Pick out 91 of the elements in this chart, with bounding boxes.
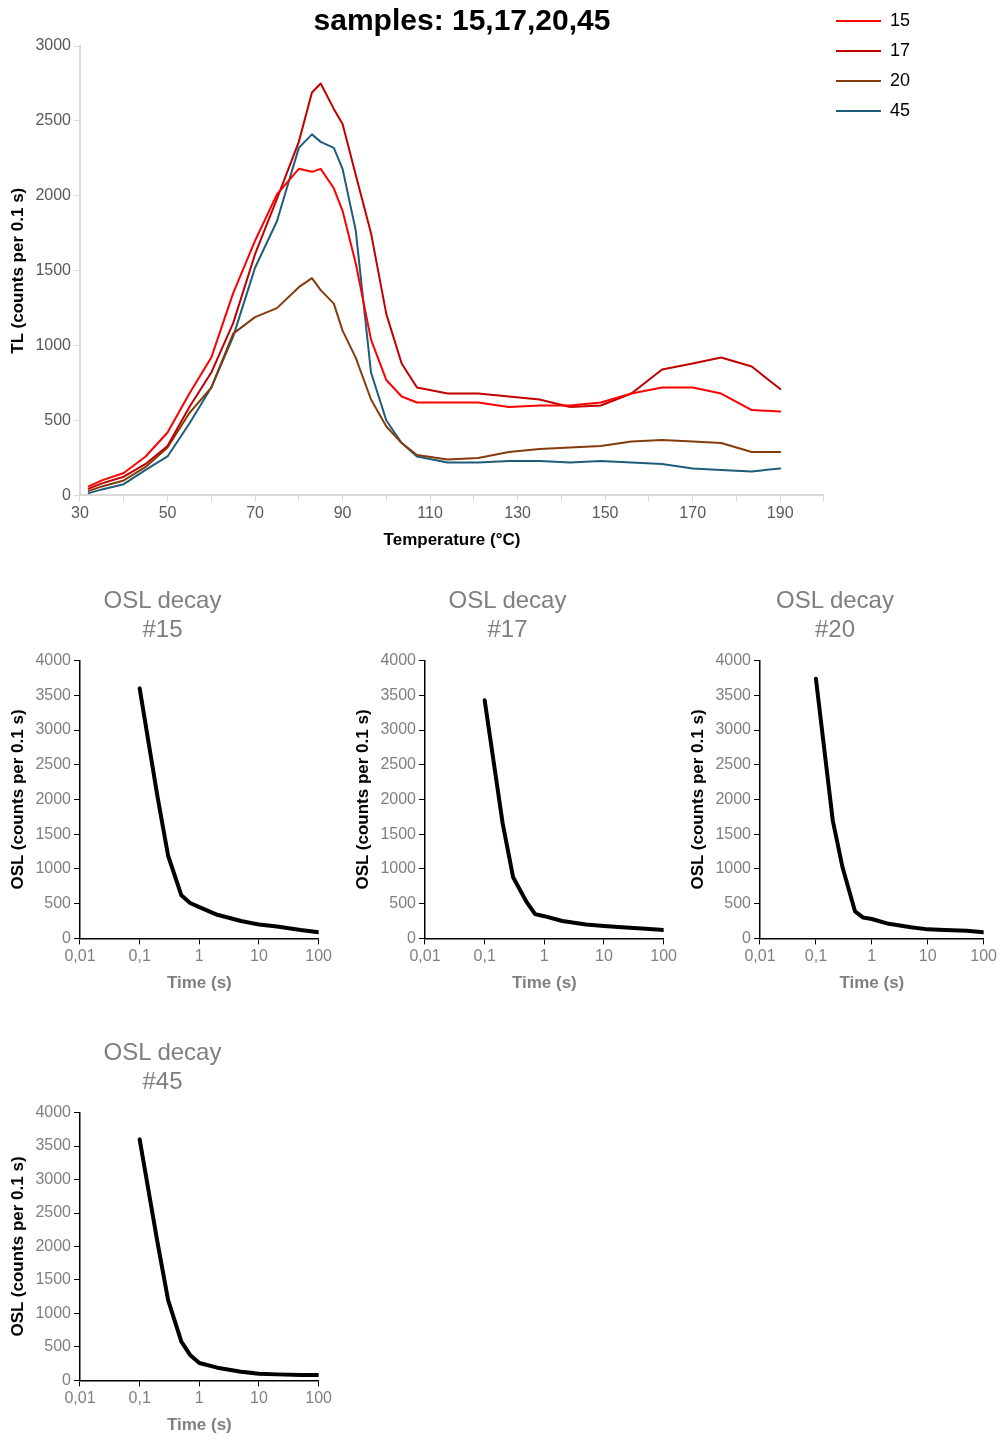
x-tick-label: 0,01: [744, 947, 776, 965]
y-tick-label: 1500: [715, 824, 752, 842]
chart-title: OSL decay #15: [103, 586, 222, 642]
y-tick-label: 2000: [35, 1236, 72, 1254]
chart-title: OSL decay #45: [103, 1038, 222, 1094]
y-tick-label: 500: [44, 1337, 72, 1355]
x-tick-label: 0,01: [64, 1389, 96, 1407]
chart-title: samples: 15,17,20,45: [313, 3, 611, 37]
y-tick-label: 3500: [35, 685, 72, 703]
legend-label: 15: [889, 9, 911, 30]
y-tick-label: 4000: [715, 651, 752, 669]
y-tick-label: 3500: [715, 685, 752, 703]
y-axis-title: OSL (counts per 0.1 s): [352, 709, 372, 890]
y-tick-label: 1500: [35, 1270, 72, 1288]
x-tick-label: 100: [970, 947, 998, 965]
y-tick-label: 0: [62, 1370, 72, 1388]
x-tick-label: 10: [595, 947, 613, 965]
chart-title: OSL decay #17: [448, 586, 567, 642]
legend-label: 45: [889, 99, 911, 120]
y-axis-title: OSL (counts per 0.1 s): [7, 1156, 27, 1337]
y-tick-label: 0: [62, 485, 72, 503]
x-tick-label: 1: [539, 947, 549, 965]
y-tick-label: 2500: [35, 1203, 72, 1221]
y-tick-label: 1500: [380, 824, 417, 842]
y-tick-label: 1500: [35, 824, 72, 842]
y-tick-label: 2000: [35, 186, 72, 204]
y-tick-label: 4000: [380, 651, 417, 669]
x-axis-title: Time (s): [166, 1415, 232, 1435]
y-tick-label: 500: [724, 894, 752, 912]
y-tick-label: 2000: [715, 789, 752, 807]
y-tick-label: 2000: [35, 789, 72, 807]
y-tick-label: 3500: [35, 1136, 72, 1154]
x-tick-label: 90: [333, 504, 352, 522]
x-tick-label: 10: [250, 947, 268, 965]
x-tick-label: 0,1: [804, 947, 828, 965]
legend-label: 17: [889, 39, 911, 60]
x-axis-title: Time (s): [511, 973, 577, 993]
y-tick-label: 3000: [715, 720, 752, 738]
y-tick-label: 0: [407, 928, 417, 946]
x-axis-title: Time (s): [166, 973, 232, 993]
y-axis-title: TL (counts per 0.1 s): [7, 187, 27, 354]
x-tick-label: 1: [194, 947, 204, 965]
y-tick-label: 2500: [380, 755, 417, 773]
x-tick-label: 170: [679, 504, 707, 522]
x-tick-label: 0,1: [128, 947, 151, 965]
y-tick-label: 3500: [380, 685, 417, 703]
y-tick-label: 0: [62, 928, 72, 946]
y-tick-label: 4000: [35, 1103, 72, 1121]
legend-label: 20: [889, 69, 911, 90]
x-tick-label: 100: [305, 947, 333, 965]
x-tick-label: 0,1: [473, 947, 496, 965]
y-tick-label: 0: [742, 928, 752, 946]
y-tick-label: 2000: [380, 789, 417, 807]
x-axis-title: Time (s): [839, 973, 905, 993]
x-tick-label: 10: [250, 1389, 268, 1407]
y-axis-title: OSL (counts per 0.1 s): [687, 709, 707, 890]
x-tick-label: 10: [918, 947, 937, 965]
y-tick-label: 1000: [715, 859, 752, 877]
y-tick-label: 1500: [35, 261, 72, 279]
x-tick-label: 110: [417, 504, 443, 522]
y-tick-label: 1000: [35, 859, 72, 877]
x-tick-label: 190: [766, 504, 794, 522]
x-tick-label: 50: [158, 504, 177, 522]
x-tick-label: 1: [194, 1389, 204, 1407]
y-tick-label: 2500: [715, 755, 752, 773]
y-tick-label: 1000: [380, 859, 417, 877]
y-tick-label: 2500: [35, 111, 72, 129]
y-tick-label: 3000: [380, 720, 417, 738]
y-tick-label: 500: [44, 410, 72, 428]
x-tick-label: 130: [504, 504, 532, 522]
y-tick-label: 4000: [35, 651, 72, 669]
x-tick-label: 0,01: [409, 947, 441, 965]
x-axis-title: Temperature (°C): [383, 530, 521, 550]
x-tick-label: 0,1: [128, 1389, 151, 1407]
y-tick-label: 500: [389, 894, 417, 912]
y-tick-label: 500: [44, 894, 72, 912]
y-tick-label: 2500: [35, 755, 72, 773]
y-axis-title: OSL (counts per 0.1 s): [7, 709, 27, 890]
x-tick-label: 70: [246, 504, 265, 522]
y-tick-label: 3000: [35, 36, 72, 54]
y-tick-label: 3000: [35, 1169, 72, 1187]
x-tick-label: 150: [591, 504, 619, 522]
y-tick-label: 3000: [35, 720, 72, 738]
x-tick-label: 0,01: [64, 947, 96, 965]
y-tick-label: 1000: [35, 1303, 72, 1321]
y-tick-label: 1000: [35, 336, 72, 354]
chart-title: OSL decay #20: [776, 586, 894, 642]
x-tick-label: 30: [71, 504, 89, 522]
x-tick-label: 100: [650, 947, 678, 965]
x-tick-label: 100: [305, 1389, 333, 1407]
x-tick-label: 1: [867, 947, 877, 965]
